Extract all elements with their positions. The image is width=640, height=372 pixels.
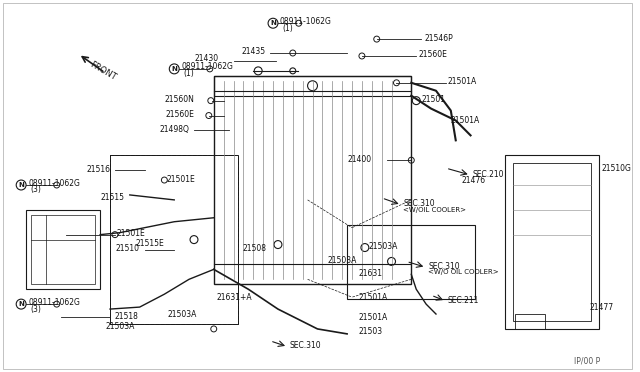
Text: 21518: 21518 xyxy=(115,311,139,321)
Text: 21546P: 21546P xyxy=(424,33,453,43)
Bar xyxy=(505,155,599,329)
Text: 21560E: 21560E xyxy=(418,51,447,60)
Text: 21503A: 21503A xyxy=(106,323,135,331)
Text: 21501: 21501 xyxy=(421,95,445,104)
Text: 08911-1062G: 08911-1062G xyxy=(280,17,332,26)
Text: 08911-1062G: 08911-1062G xyxy=(28,179,80,187)
Text: 21510G: 21510G xyxy=(602,164,632,173)
Bar xyxy=(110,155,239,324)
Text: N: N xyxy=(270,20,276,26)
Text: 21503A: 21503A xyxy=(167,310,196,318)
Text: FRONT: FRONT xyxy=(88,60,118,82)
Text: (3): (3) xyxy=(31,305,42,314)
Text: (3): (3) xyxy=(31,186,42,195)
Text: 21501A: 21501A xyxy=(448,77,477,86)
Text: 21503A: 21503A xyxy=(328,256,357,265)
Text: 21560E: 21560E xyxy=(165,110,194,119)
Bar xyxy=(26,210,100,289)
Text: <W/O OIL COOLER>: <W/O OIL COOLER> xyxy=(428,269,499,275)
Bar xyxy=(110,155,239,324)
Text: 21435: 21435 xyxy=(242,46,266,55)
Text: 21503: 21503 xyxy=(359,327,383,336)
Text: 08911-1062G: 08911-1062G xyxy=(181,62,233,71)
Text: 21631: 21631 xyxy=(359,269,383,278)
Text: 21631+A: 21631+A xyxy=(217,293,252,302)
Text: 21501A: 21501A xyxy=(359,293,388,302)
Text: 08911-1062G: 08911-1062G xyxy=(28,298,80,307)
Bar xyxy=(515,314,545,329)
Bar xyxy=(31,215,95,284)
Text: 21400: 21400 xyxy=(348,155,372,164)
Text: N: N xyxy=(172,66,177,72)
Text: 21501A: 21501A xyxy=(359,312,388,321)
Text: SEC.211: SEC.211 xyxy=(448,296,479,305)
Text: N: N xyxy=(18,301,24,307)
Text: 21515: 21515 xyxy=(101,193,125,202)
Text: 21476: 21476 xyxy=(461,176,485,185)
Text: SEC.310: SEC.310 xyxy=(403,199,435,208)
Text: <W/OIL COOLER>: <W/OIL COOLER> xyxy=(403,207,467,213)
Text: 21430: 21430 xyxy=(195,54,219,64)
Text: 21498Q: 21498Q xyxy=(159,125,189,134)
Text: 21515E: 21515E xyxy=(136,239,164,248)
Text: 21510: 21510 xyxy=(116,244,140,253)
Text: (1): (1) xyxy=(184,69,195,78)
Text: IP/00 P: IP/00 P xyxy=(574,356,600,365)
Bar xyxy=(214,76,412,96)
Text: 21501E: 21501E xyxy=(166,174,195,183)
Text: 21508: 21508 xyxy=(242,244,266,253)
Text: 21516: 21516 xyxy=(86,165,110,174)
Text: 21501A: 21501A xyxy=(451,116,480,125)
Text: N: N xyxy=(18,182,24,188)
Text: 21560N: 21560N xyxy=(164,95,194,104)
Text: 21503A: 21503A xyxy=(369,242,398,251)
Bar xyxy=(214,76,412,284)
Text: SEC.310: SEC.310 xyxy=(428,262,460,271)
Text: (1): (1) xyxy=(282,24,293,33)
Text: SEC.310: SEC.310 xyxy=(290,341,321,350)
Bar xyxy=(347,225,476,299)
Text: 21477: 21477 xyxy=(589,302,613,312)
Text: 21501E: 21501E xyxy=(117,229,146,238)
Text: SEC.210: SEC.210 xyxy=(472,170,504,179)
Bar xyxy=(513,163,591,321)
